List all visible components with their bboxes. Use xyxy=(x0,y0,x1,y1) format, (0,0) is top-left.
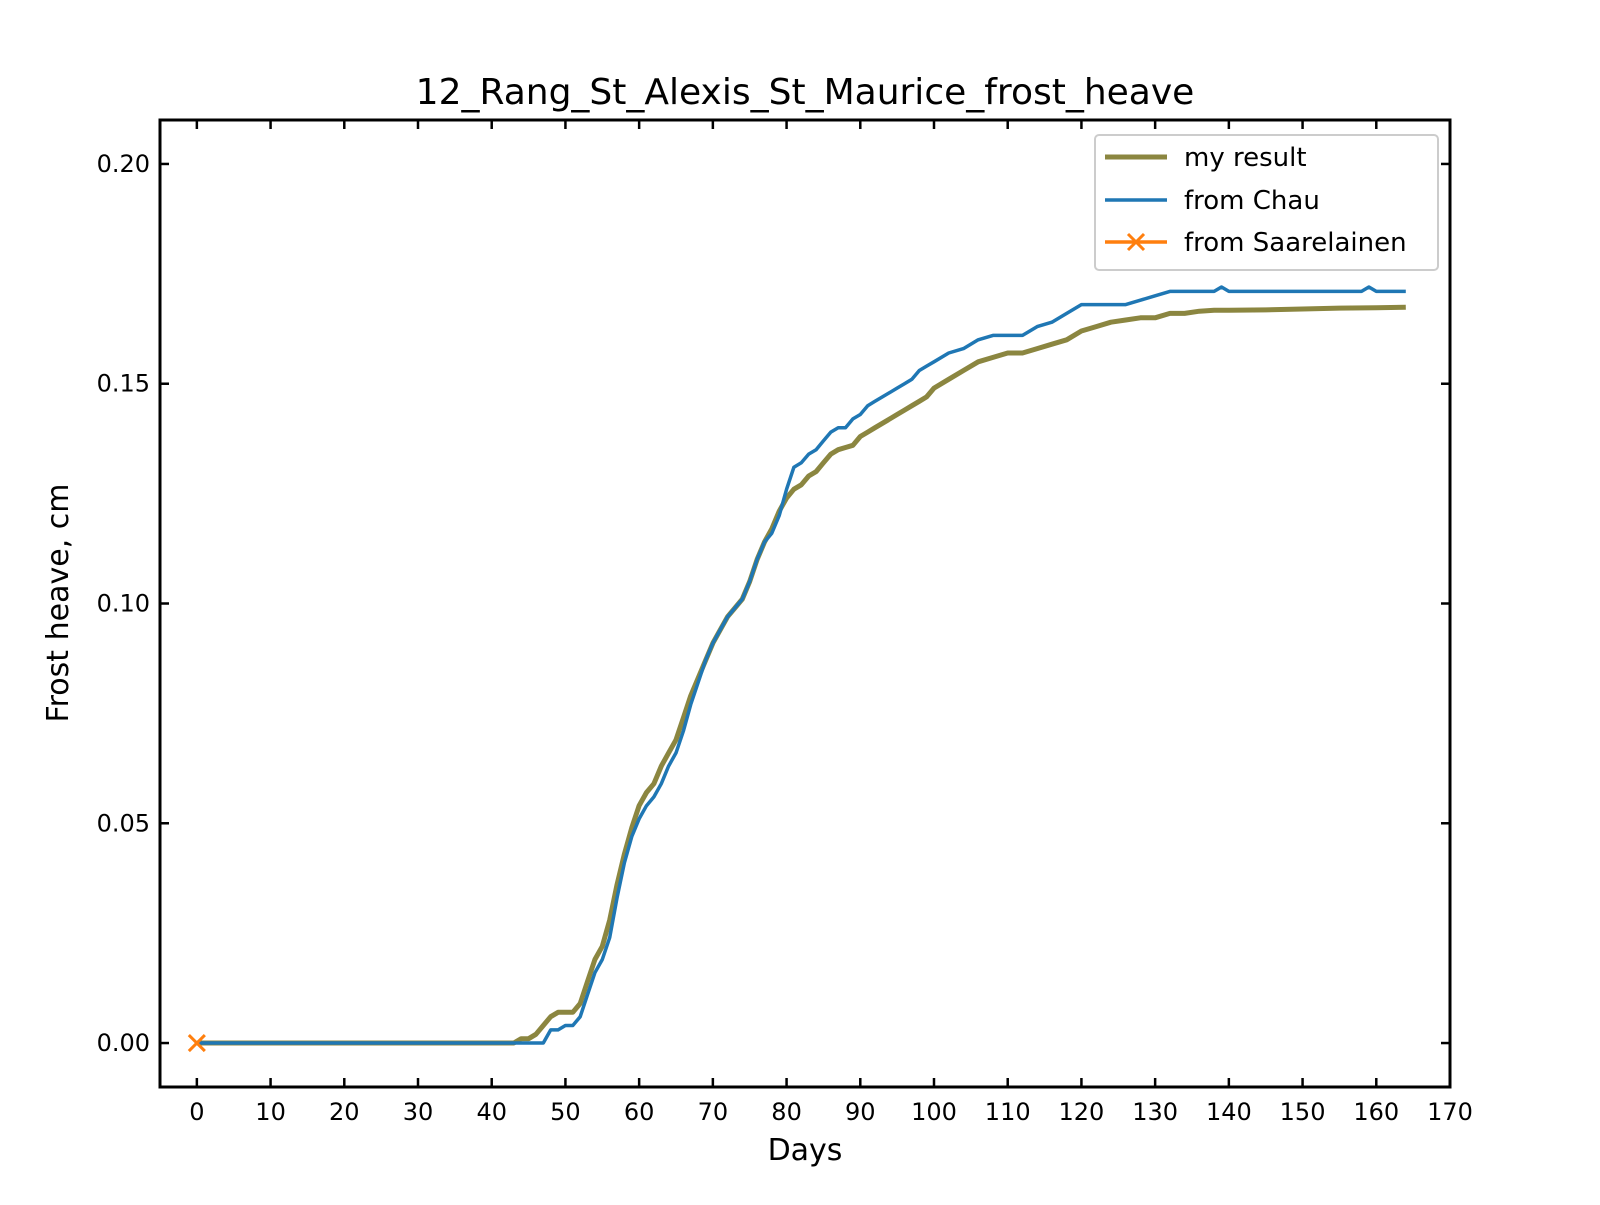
plot-frame xyxy=(158,118,1452,1089)
x-tick-label: 140 xyxy=(1206,1098,1252,1126)
legend: my result from Chau from Saarelainen xyxy=(1094,134,1439,271)
y-tick-label: 0.00 xyxy=(97,1029,150,1057)
y-tick-label: 0.20 xyxy=(97,150,150,178)
x-tick-label: 120 xyxy=(1059,1098,1105,1126)
x-tick-label: 100 xyxy=(911,1098,957,1126)
x-tick-label: 110 xyxy=(985,1098,1031,1126)
x-tick-label: 20 xyxy=(329,1098,360,1126)
x-tick-label: 70 xyxy=(698,1098,729,1126)
x-tick-label: 30 xyxy=(403,1098,434,1126)
x-tick-label: 10 xyxy=(255,1098,286,1126)
x-tick-label: 130 xyxy=(1132,1098,1178,1126)
x-tick-label: 150 xyxy=(1280,1098,1326,1126)
y-tick-label: 0.15 xyxy=(97,370,150,398)
y-tick-label: 0.10 xyxy=(97,590,150,618)
data-point-from-saarelainen xyxy=(187,1033,206,1053)
y-tick-label: 0.05 xyxy=(97,809,150,837)
y-axis-label: Frost heave, cm xyxy=(41,484,76,723)
ticks-layer: 0 10 20 30 40 50 60 70 80 90 100 110 120 130 140 150 160… xyxy=(97,120,1473,1126)
chart-title: 12_Rang_St_Alexis_St_Maurice_frost_heave xyxy=(416,72,1195,113)
series-line-from-chau xyxy=(196,285,1406,1045)
x-tick-label: 170 xyxy=(1427,1098,1473,1126)
series-layer xyxy=(187,285,1406,1053)
legend-label-from-chau: from Chau xyxy=(1184,186,1320,216)
legend-box xyxy=(1094,134,1439,271)
x-tick-label: 90 xyxy=(845,1098,876,1126)
x-tick-label: 160 xyxy=(1353,1098,1399,1126)
x-tick-label: 0 xyxy=(189,1098,204,1126)
x-axis-label: Days xyxy=(768,1133,843,1168)
x-tick-label: 50 xyxy=(550,1098,581,1126)
legend-label-from-saarelainen: from Saarelainen xyxy=(1184,228,1407,258)
legend-label-my-result: my result xyxy=(1184,143,1307,173)
series-line-my-result xyxy=(196,304,1406,1046)
x-tick-label: 40 xyxy=(476,1098,507,1126)
x-tick-label: 60 xyxy=(624,1098,655,1126)
x-tick-label: 80 xyxy=(771,1098,802,1126)
legend-marker-x-icon xyxy=(1126,232,1146,252)
